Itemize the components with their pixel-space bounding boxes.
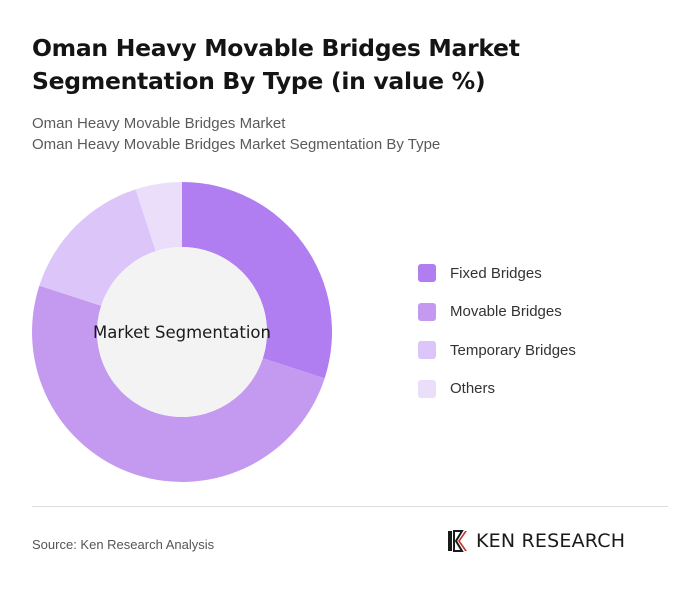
footer-divider xyxy=(32,506,668,507)
legend-label-fixed-bridges: Fixed Bridges xyxy=(450,264,542,282)
donut-slice-others xyxy=(135,182,182,252)
ken-research-logo: KEN RESEARCH xyxy=(446,529,625,553)
legend-swatch-others xyxy=(418,379,436,398)
ken-research-logo-icon xyxy=(448,530,467,552)
legend-label-movable-bridges: Movable Bridges xyxy=(450,303,562,320)
legend-item-movable-bridges: Movable Bridges xyxy=(418,302,576,322)
donut-slice-temporary-bridges xyxy=(39,189,156,306)
legend-item-temporary-bridges: Temporary Bridges xyxy=(418,340,576,360)
donut-chart: Market Segmentation xyxy=(32,182,332,482)
donut-slice-movable-bridges xyxy=(32,285,325,482)
donut-hole xyxy=(97,247,267,417)
legend-swatch-temporary-bridges xyxy=(418,341,436,359)
chart-subtitle: Oman Heavy Movable Bridges Market Oman H… xyxy=(32,113,440,155)
chart-legend: Fixed Bridges Movable Bridges Temporary Br… xyxy=(418,263,576,417)
legend-item-others: Others xyxy=(418,379,576,399)
source-note: Source: Ken Research Analysis xyxy=(32,537,215,552)
donut-slice-fixed-bridges xyxy=(182,182,332,379)
donut-center-label: Market Segmentation xyxy=(93,323,271,342)
legend-item-fixed-bridges: Fixed Bridges xyxy=(418,263,576,283)
legend-swatch-movable-bridges xyxy=(418,302,436,321)
chart-title: Oman Heavy Movable Bridges Market Segmen… xyxy=(32,34,520,95)
donut-slices xyxy=(32,182,332,482)
legend-label-temporary-bridges: Temporary Bridges xyxy=(450,341,576,359)
subtitle-line-2: Oman Heavy Movable Bridges Market Segmen… xyxy=(32,136,441,153)
ken-research-logo-text: KEN RESEARCH xyxy=(476,530,626,552)
legend-swatch-fixed-bridges xyxy=(418,264,436,282)
subtitle-line-1: Oman Heavy Movable Bridges Market xyxy=(32,115,286,132)
legend-label-others: Others xyxy=(450,380,496,397)
